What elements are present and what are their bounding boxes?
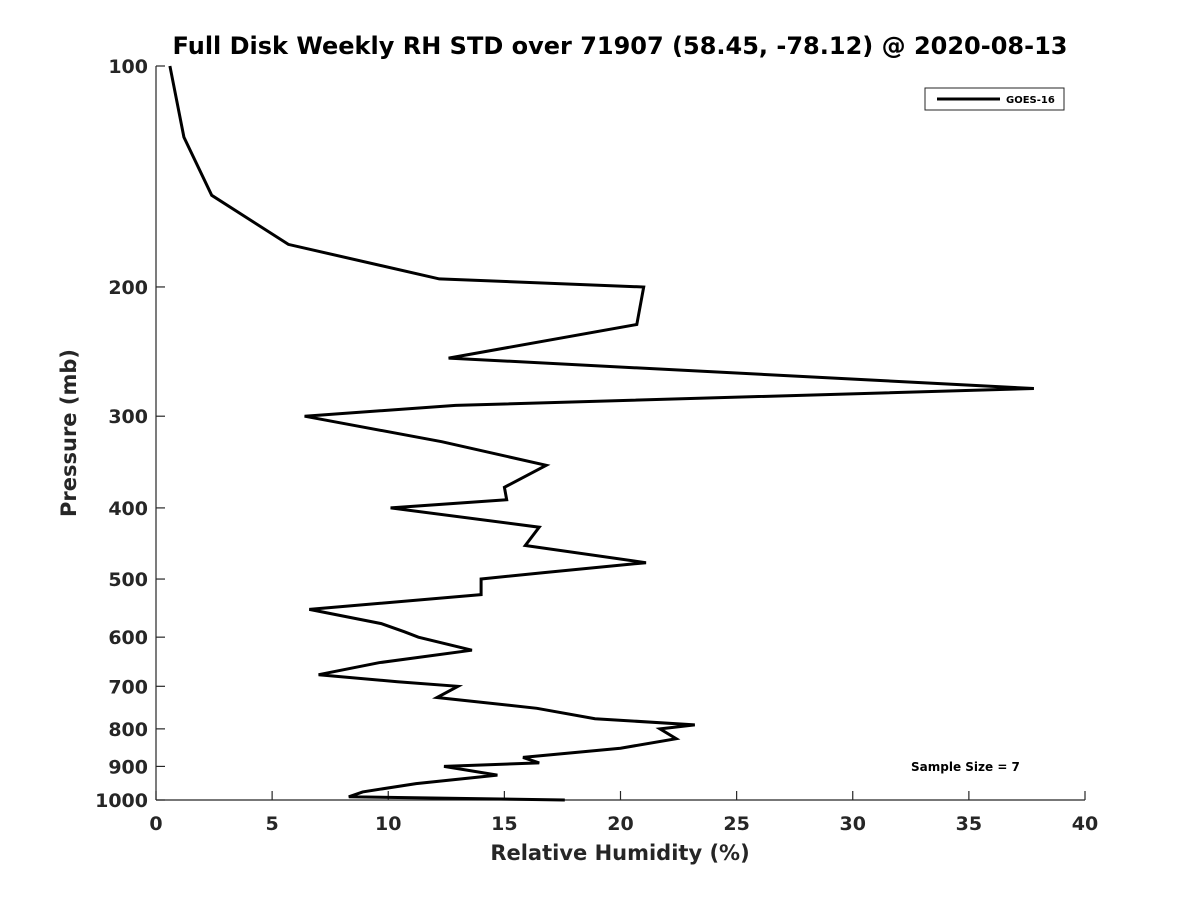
x-tick-label: 15 (491, 813, 517, 835)
x-tick-label: 0 (149, 813, 162, 835)
y-tick-label: 1000 (95, 790, 148, 812)
x-tick-label: 30 (840, 813, 866, 835)
y-tick-label: 600 (108, 627, 148, 649)
sample-size-annotation: Sample Size = 7 (911, 760, 1020, 774)
x-tick-label: 20 (607, 813, 633, 835)
y-tick-label: 500 (108, 569, 148, 591)
x-tick-label: 35 (956, 813, 982, 835)
plot-area: 0 5 10 15 20 25 30 35 40 100 200 300 400 500 600 700 80… (95, 56, 1098, 835)
chart-title: Full Disk Weekly RH STD over 71907 (58.4… (173, 32, 1068, 60)
x-tick-label: 40 (1072, 813, 1098, 835)
y-tick-label: 400 (108, 498, 148, 520)
series-line-goes-16 (168, 65, 1034, 802)
x-tick-label: 5 (266, 813, 279, 835)
y-tick-label: 900 (108, 756, 148, 778)
y-tick-label: 800 (108, 719, 148, 741)
x-ticks: 0 5 10 15 20 25 30 35 40 (149, 791, 1098, 835)
legend-label-goes-16: GOES-16 (1006, 95, 1055, 106)
legend: GOES-16 (924, 87, 1065, 111)
x-tick-label: 25 (723, 813, 749, 835)
y-axis-label: Pressure (mb) (57, 349, 81, 517)
y-tick-label: 700 (108, 676, 148, 698)
y-tick-label: 100 (108, 56, 148, 78)
x-tick-label: 10 (375, 813, 401, 835)
x-axis-label: Relative Humidity (%) (490, 841, 749, 865)
y-tick-label: 300 (108, 406, 148, 428)
y-ticks: 100 200 300 400 500 600 700 800 900 1000 (95, 56, 165, 812)
y-tick-label: 200 (108, 277, 148, 299)
